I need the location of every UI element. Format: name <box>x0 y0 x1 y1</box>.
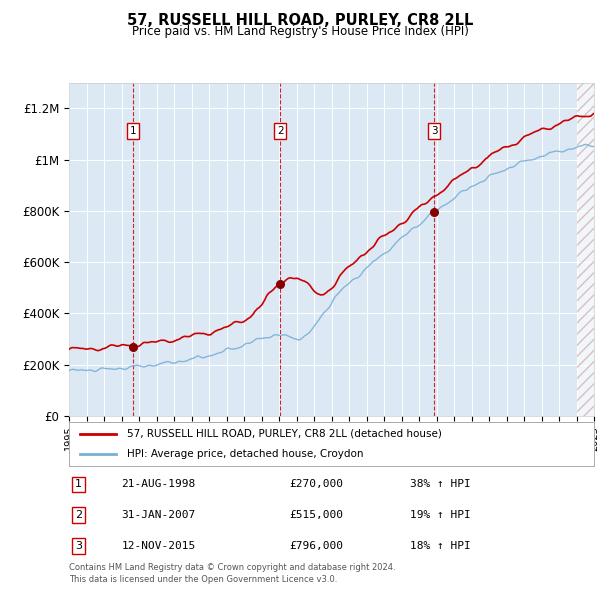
Text: 1: 1 <box>75 480 82 489</box>
Text: 21-AUG-1998: 21-AUG-1998 <box>121 480 196 489</box>
Text: 3: 3 <box>431 126 437 136</box>
Text: Contains HM Land Registry data © Crown copyright and database right 2024.: Contains HM Land Registry data © Crown c… <box>69 563 395 572</box>
Text: £270,000: £270,000 <box>290 480 343 489</box>
Text: Price paid vs. HM Land Registry's House Price Index (HPI): Price paid vs. HM Land Registry's House … <box>131 25 469 38</box>
Text: 38% ↑ HPI: 38% ↑ HPI <box>410 480 471 489</box>
Text: 12-NOV-2015: 12-NOV-2015 <box>121 541 196 550</box>
Text: 2: 2 <box>75 510 82 520</box>
Text: 57, RUSSELL HILL ROAD, PURLEY, CR8 2LL (detached house): 57, RUSSELL HILL ROAD, PURLEY, CR8 2LL (… <box>127 429 442 439</box>
Text: £796,000: £796,000 <box>290 541 343 550</box>
Bar <box>577 83 594 416</box>
Text: This data is licensed under the Open Government Licence v3.0.: This data is licensed under the Open Gov… <box>69 575 337 584</box>
Text: 18% ↑ HPI: 18% ↑ HPI <box>410 541 471 550</box>
Text: HPI: Average price, detached house, Croydon: HPI: Average price, detached house, Croy… <box>127 449 363 459</box>
Text: 19% ↑ HPI: 19% ↑ HPI <box>410 510 471 520</box>
Text: 1: 1 <box>130 126 136 136</box>
Text: £515,000: £515,000 <box>290 510 343 520</box>
Text: 57, RUSSELL HILL ROAD, PURLEY, CR8 2LL: 57, RUSSELL HILL ROAD, PURLEY, CR8 2LL <box>127 13 473 28</box>
Text: 3: 3 <box>75 541 82 550</box>
Text: 31-JAN-2007: 31-JAN-2007 <box>121 510 196 520</box>
Text: 2: 2 <box>277 126 284 136</box>
